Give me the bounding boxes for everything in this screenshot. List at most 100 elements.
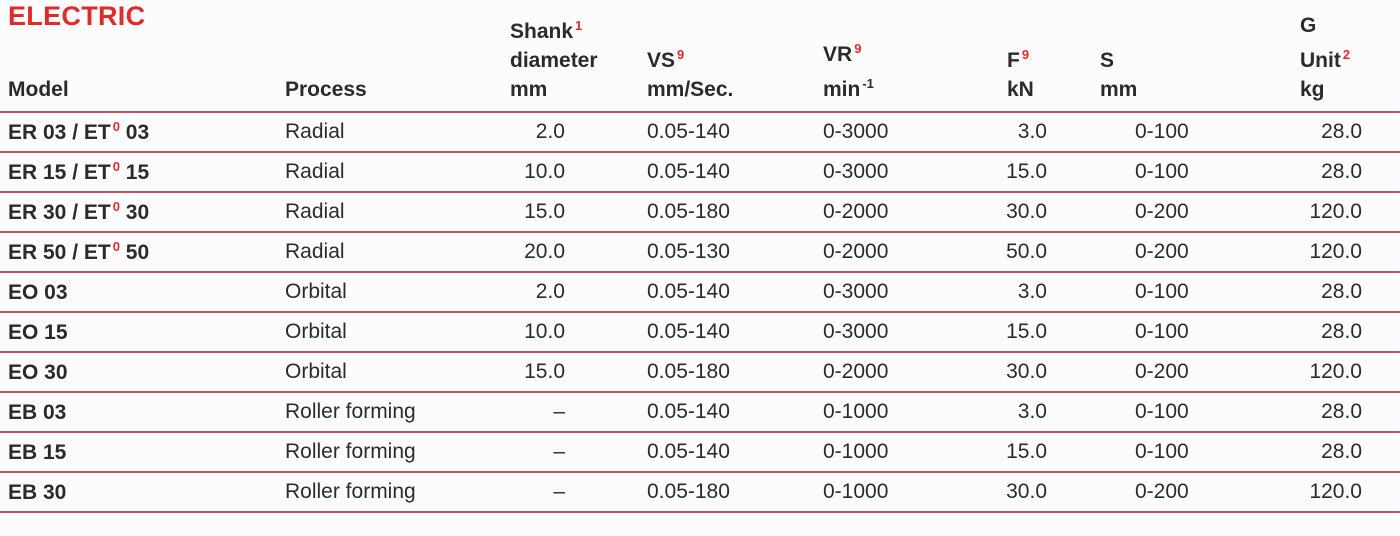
cell-f: 15.0 <box>935 432 1055 473</box>
cell-vr: 0-2000 <box>760 192 935 233</box>
cell-s: 0-100 <box>1055 272 1225 313</box>
table-row: EO 15 Orbital 10.0 0.05-140 0-3000 15.0 … <box>0 312 1400 353</box>
cell-model: ER 50 / ET 0 50 <box>0 232 285 273</box>
footnote-marker-0 <box>66 439 68 454</box>
header-shank-line1: Shank <box>510 20 574 43</box>
cell-process: Orbital <box>285 272 510 313</box>
cell-shank-diameter: 2.0 <box>510 112 585 153</box>
model-name: EO 30 <box>8 361 68 384</box>
cell-s: 0-200 <box>1055 472 1225 513</box>
cell-vs: 0.05-140 <box>585 112 760 153</box>
cell-model: ER 30 / ET 0 30 <box>0 192 285 233</box>
footnote-marker-0: 0 <box>112 199 120 214</box>
model-name: ER 30 / ET <box>8 201 111 224</box>
cell-g: 28.0 <box>1225 272 1400 313</box>
model-name: EB 30 <box>8 481 67 504</box>
cell-g: 120.0 <box>1225 472 1400 513</box>
header-g-label: G <box>1300 14 1317 37</box>
cell-vs: 0.05-140 <box>585 312 760 353</box>
cell-shank-diameter: 10.0 <box>510 312 585 353</box>
model-name-suffix: 03 <box>119 121 150 144</box>
footnote-marker-9: 9 <box>854 41 862 56</box>
cell-model: EB 15 <box>0 432 285 473</box>
cell-vr: 0-2000 <box>760 232 935 273</box>
header-model: ELECTRIC Model <box>0 0 285 113</box>
header-g-unit: kg <box>1300 78 1325 101</box>
table-row: EB 03 Roller forming – 0.05-140 0-1000 3… <box>0 392 1400 433</box>
header-s-unit: mm <box>1100 78 1138 101</box>
cell-shank-diameter: – <box>510 432 585 473</box>
cell-model: EO 15 <box>0 312 285 353</box>
cell-model: EO 30 <box>0 352 285 393</box>
model-name: ER 03 / ET <box>8 121 111 144</box>
table-row: EO 30 Orbital 15.0 0.05-180 0-2000 30.0 … <box>0 352 1400 393</box>
cell-process: Roller forming <box>285 392 510 433</box>
model-name: EO 15 <box>8 321 68 344</box>
cell-process: Radial <box>285 232 510 273</box>
cell-s: 0-200 <box>1055 232 1225 273</box>
cell-process: Radial <box>285 152 510 193</box>
cell-g: 120.0 <box>1225 232 1400 273</box>
model-name-suffix: 50 <box>119 241 150 264</box>
cell-vr: 0-1000 <box>760 392 935 433</box>
cell-g: 28.0 <box>1225 112 1400 153</box>
cell-vr: 0-1000 <box>760 472 935 513</box>
cell-shank-diameter: 10.0 <box>510 152 585 193</box>
cell-shank-diameter: 15.0 <box>510 192 585 233</box>
cell-shank-diameter: 2.0 <box>510 272 585 313</box>
cell-f: 30.0 <box>935 192 1055 233</box>
cell-vr: 0-2000 <box>760 352 935 393</box>
cell-shank-diameter: 20.0 <box>510 232 585 273</box>
cell-shank-diameter: – <box>510 392 585 433</box>
model-name-suffix: 30 <box>119 201 150 224</box>
table-row: ER 15 / ET 0 15 Radial 10.0 0.05-140 0-30… <box>0 152 1400 193</box>
cell-f: 30.0 <box>935 472 1055 513</box>
cell-vr: 0-3000 <box>760 112 935 153</box>
header-g: G Unit 2 kg <box>1225 0 1400 113</box>
footnote-marker-0 <box>66 399 68 414</box>
cell-f: 15.0 <box>935 152 1055 193</box>
header-s-label: S <box>1100 49 1115 72</box>
footnote-marker-2: 2 <box>1342 47 1351 62</box>
header-vs: VS 9 mm/Sec. <box>585 0 760 113</box>
cell-vr: 0-3000 <box>760 312 935 353</box>
table-row: ER 50 / ET 0 50 Radial 20.0 0.05-130 0-20… <box>0 232 1400 273</box>
cell-s: 0-100 <box>1055 152 1225 193</box>
cell-process: Roller forming <box>285 472 510 513</box>
table-body: ER 03 / ET 0 03 Radial 2.0 0.05-140 0-300… <box>0 112 1400 513</box>
cell-g: 120.0 <box>1225 352 1400 393</box>
cell-vr: 0-1000 <box>760 432 935 473</box>
cell-s: 0-100 <box>1055 312 1225 353</box>
table-row: EB 15 Roller forming – 0.05-140 0-1000 1… <box>0 432 1400 473</box>
header-shank-unit: mm <box>510 78 548 101</box>
table-row: ER 30 / ET 0 30 Radial 15.0 0.05-180 0-20… <box>0 192 1400 233</box>
footnote-marker-1: 1 <box>575 18 583 33</box>
footnote-marker-0 <box>68 279 70 294</box>
cell-process: Roller forming <box>285 432 510 473</box>
cell-f: 3.0 <box>935 392 1055 433</box>
cell-s: 0-200 <box>1055 352 1225 393</box>
header-f-unit: kN <box>1007 78 1034 101</box>
cell-model: EB 30 <box>0 472 285 513</box>
cell-vr: 0-3000 <box>760 272 935 313</box>
footnote-marker-0 <box>68 319 70 334</box>
cell-vs: 0.05-140 <box>585 152 760 193</box>
table-row: ER 03 / ET 0 03 Radial 2.0 0.05-140 0-300… <box>0 112 1400 153</box>
model-name: EB 03 <box>8 401 67 424</box>
cell-s: 0-100 <box>1055 392 1225 433</box>
cell-g: 28.0 <box>1225 392 1400 433</box>
header-shank-line2: diameter <box>510 49 598 72</box>
header-process-label: Process <box>285 78 367 101</box>
cell-g: 28.0 <box>1225 152 1400 193</box>
cell-vs: 0.05-180 <box>585 472 760 513</box>
cell-f: 15.0 <box>935 312 1055 353</box>
cell-vs: 0.05-140 <box>585 272 760 313</box>
cell-vs: 0.05-130 <box>585 232 760 273</box>
cell-g: 120.0 <box>1225 192 1400 233</box>
cell-process: Orbital <box>285 312 510 353</box>
cell-vs: 0.05-180 <box>585 192 760 233</box>
header-s: S mm <box>1055 0 1225 113</box>
footnote-marker-9: 9 <box>1021 47 1030 62</box>
cell-process: Orbital <box>285 352 510 393</box>
